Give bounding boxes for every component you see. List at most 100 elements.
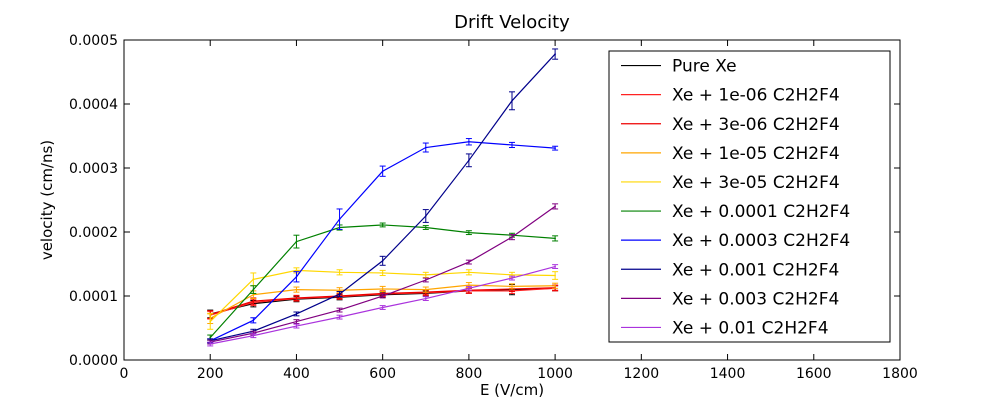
series-8 — [207, 203, 559, 345]
legend-label: Xe + 3e-06 C2H2F4 — [672, 115, 840, 135]
x-tick-label: 600 — [369, 366, 396, 382]
data-point — [295, 320, 298, 323]
legend-label: Xe + 3e-05 C2H2F4 — [672, 173, 840, 193]
data-point — [252, 278, 255, 281]
data-point — [381, 170, 384, 172]
data-point — [511, 274, 513, 276]
x-tick-label: 1000 — [537, 366, 573, 382]
x-tick-label: 400 — [283, 366, 310, 382]
data-point — [252, 288, 255, 291]
data-point — [338, 271, 341, 274]
data-point — [554, 53, 556, 55]
data-point — [468, 261, 470, 263]
data-point — [338, 289, 341, 292]
y-tick-label: 0.0004 — [69, 97, 118, 113]
data-point — [209, 343, 212, 345]
data-point — [511, 277, 513, 279]
series-9 — [207, 264, 559, 347]
data-point — [511, 285, 513, 288]
data-point — [338, 309, 341, 311]
data-point — [468, 271, 470, 274]
x-tick-label: 1400 — [710, 366, 746, 382]
data-point — [424, 215, 427, 217]
y-tick-label: 0.0003 — [69, 161, 118, 177]
legend-item: Xe + 3e-05 C2H2F4 — [621, 173, 840, 193]
legend-item: Xe + 1e-05 C2H2F4 — [621, 144, 840, 164]
data-point — [424, 279, 427, 281]
data-point — [252, 319, 255, 322]
y-ticks: 0.0000 0.0001 0.0002 0.0003 0.0004 0.0005 — [69, 33, 900, 369]
data-point — [338, 316, 341, 318]
data-point — [381, 295, 384, 297]
legend-box — [608, 50, 891, 343]
data-point — [468, 231, 470, 234]
data-point — [381, 306, 384, 309]
x-tick-label: 1600 — [796, 366, 832, 382]
legend-label: Pure Xe — [672, 57, 737, 77]
legend-label: Xe + 1e-06 C2H2F4 — [672, 86, 840, 106]
legend: Pure Xe Xe + 1e-06 C2H2F4 Xe + 3e-06 C2H2F… — [608, 50, 891, 343]
data-point — [468, 159, 470, 162]
data-point — [554, 265, 556, 268]
data-point — [295, 269, 298, 272]
series-4 — [207, 267, 559, 330]
data-point — [554, 237, 556, 240]
data-point — [381, 272, 384, 274]
data-point — [295, 313, 298, 315]
legend-item: Xe + 0.001 C2H2F4 — [621, 260, 839, 280]
legend-label: Xe + 0.0001 C2H2F4 — [672, 202, 850, 222]
y-tick-label: 0.0005 — [69, 33, 118, 49]
data-point — [252, 334, 255, 337]
legend-item: Xe + 1e-06 C2H2F4 — [621, 86, 840, 106]
data-point — [424, 288, 427, 291]
legend-label: Xe + 0.003 C2H2F4 — [672, 289, 839, 309]
legend-item: Xe + 3e-06 C2H2F4 — [621, 115, 840, 135]
x-axis-label: E (V/cm) — [480, 381, 544, 399]
y-tick-label: 0.0002 — [69, 225, 118, 241]
legend-item: Xe + 0.0003 C2H2F4 — [621, 231, 850, 251]
data-point — [424, 226, 427, 229]
plot-area: 0 200 400 600 800 1000 1200 1400 1600 18000.00000… — [69, 33, 918, 382]
series-3 — [207, 282, 559, 325]
legend-item: Pure Xe — [621, 57, 737, 77]
data-point — [295, 297, 298, 299]
data-point — [338, 293, 341, 295]
data-point — [338, 218, 341, 220]
data-point — [468, 140, 470, 143]
data-point — [381, 260, 384, 262]
data-point — [295, 276, 298, 278]
legend-label: Xe + 1e-05 C2H2F4 — [672, 144, 840, 164]
chart-title: Drift Velocity — [454, 12, 570, 33]
data-point — [424, 274, 427, 276]
data-point — [468, 284, 470, 286]
plot-frame — [123, 39, 901, 361]
data-point — [468, 287, 470, 290]
data-point — [295, 240, 298, 243]
legend-item: Xe + 0.003 C2H2F4 — [621, 289, 839, 309]
data-point — [511, 236, 513, 238]
data-point — [511, 144, 513, 146]
y-tick-label: 0.0001 — [69, 289, 118, 305]
series-7 — [207, 48, 559, 344]
data-point — [554, 284, 556, 287]
y-axis-label: velocity (cm/ns) — [38, 140, 56, 260]
data-point — [209, 336, 212, 339]
data-point — [381, 224, 384, 226]
data-point — [554, 205, 556, 208]
data-point — [554, 147, 556, 149]
data-point — [554, 274, 556, 277]
y-tick-label: 0.0000 — [69, 353, 118, 369]
legend-label: Xe + 0.0003 C2H2F4 — [672, 231, 850, 251]
x-tick-label: 200 — [197, 366, 224, 382]
x-ticks: 0 200 400 600 800 1000 1200 1400 1600 1800 — [120, 40, 918, 382]
legend-label: Xe + 0.01 C2H2F4 — [672, 318, 829, 338]
data-point — [252, 293, 255, 296]
data-point — [295, 288, 298, 291]
data-point — [511, 100, 513, 102]
data-point — [424, 297, 427, 300]
data-point — [295, 325, 298, 327]
x-tick-label: 1200 — [624, 366, 660, 382]
data-point — [424, 146, 427, 149]
legend-label: Xe + 0.001 C2H2F4 — [672, 260, 839, 280]
